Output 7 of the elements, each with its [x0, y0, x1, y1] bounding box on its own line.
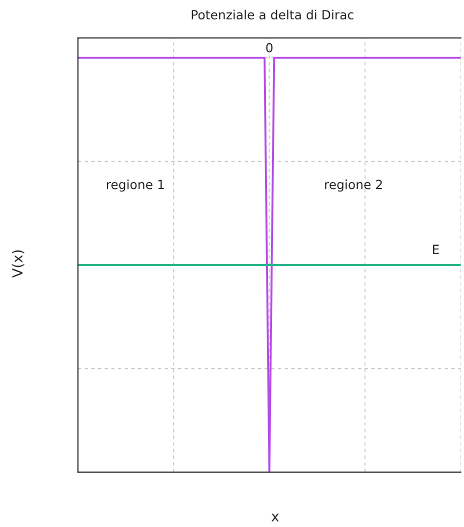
series-label: E — [433, 244, 439, 254]
y-axis-title: V(x) — [12, 250, 24, 278]
annotation: regione 1 — [106, 180, 164, 192]
text: 0 — [266, 42, 272, 52]
x-axis-title: x — [271, 514, 279, 522]
chart-title: Potenziale a delta di Dirac — [192, 10, 354, 20]
annotation: regione 2 — [325, 180, 382, 192]
